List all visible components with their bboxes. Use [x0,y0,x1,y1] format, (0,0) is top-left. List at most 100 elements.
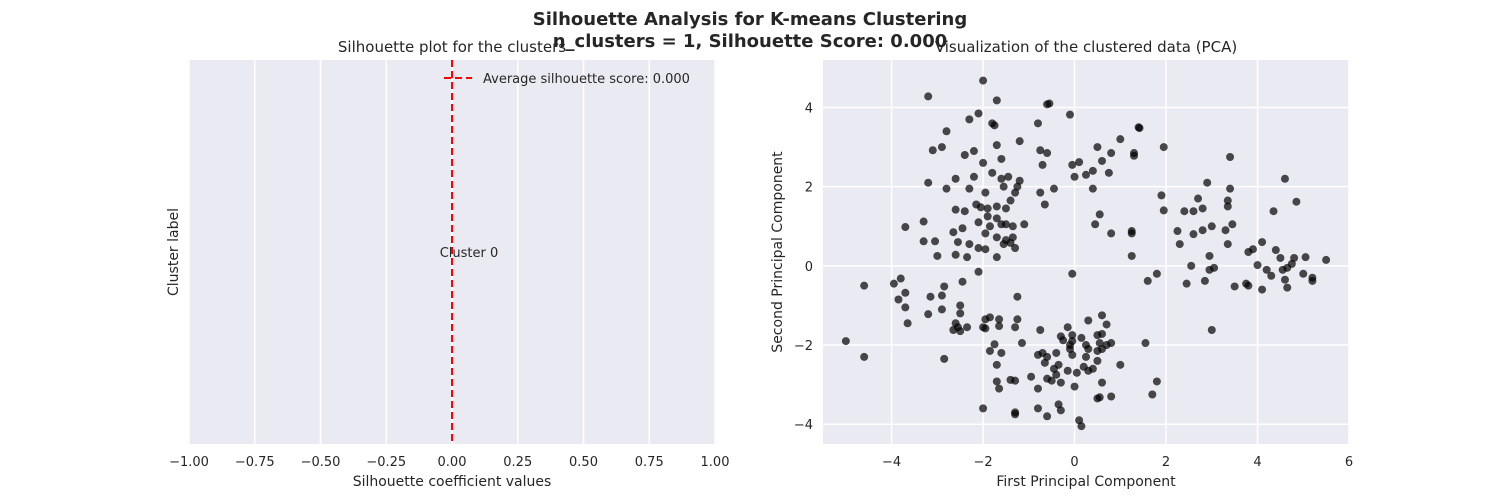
scatter-plot-title: Visualization of the clustered data (PCA… [935,38,1237,56]
scatter-point [1056,378,1065,387]
scatter-point [969,147,978,156]
scatter-point [1228,220,1237,229]
scatter-x-tick-label: 0 [1070,455,1078,470]
scatter-point [1038,160,1047,169]
scatter-point [1054,400,1063,409]
scatter-point [1052,348,1061,357]
scatter-point [924,92,933,101]
scatter-point [1301,253,1310,262]
scatter-point [1011,323,1020,332]
scatter-point [1020,220,1029,229]
scatter-point [953,238,962,247]
silhouette-x-tick-label: 0.75 [635,455,664,470]
scatter-point [1068,269,1077,278]
silhouette-x-tick-label: −0.75 [235,455,275,470]
scatter-point [1072,368,1081,377]
scatter-point [1011,244,1020,253]
scatter-point [1130,151,1139,160]
silhouette-y-axis-label: Cluster label [166,208,182,296]
scatter-point [1084,366,1093,375]
scatter-point [942,127,951,136]
scatter-x-tick-label: 2 [1162,455,1170,470]
scatter-point [1013,292,1022,301]
scatter-y-tick-label: 2 [805,181,813,196]
scatter-point [992,141,1001,150]
scatter-point [1116,135,1125,144]
scatter-point [1287,259,1296,268]
scatter-point [995,315,1004,324]
scatter-point [1102,320,1111,329]
scatter-point [974,109,983,118]
scatter-point [1095,210,1104,219]
scatter-y-tick-label: −4 [794,418,813,433]
scatter-point [1244,248,1253,256]
scatter-point [1244,281,1253,290]
scatter-point [1065,110,1074,119]
scatter-point [1322,255,1331,264]
scatter-point [924,310,933,319]
scatter-point [1116,360,1125,369]
scatter-point [1017,339,1026,348]
scatter-point [956,309,965,318]
scatter-point [933,251,942,260]
legend-average-score-label: Average silhouette score: 0.000 [483,72,690,87]
silhouette-x-tick-label: 1.00 [701,455,730,470]
scatter-point [1008,222,1017,231]
scatter-y-tick-label: 4 [805,102,813,117]
scatter-point [1159,206,1168,215]
scatter-point [1082,352,1090,361]
scatter-point [1068,350,1077,359]
scatter-point [1127,227,1136,236]
scatter-point [958,277,967,286]
scatter-point [1223,240,1232,249]
scatter-point [1027,372,1036,381]
silhouette-x-tick-label: 0.00 [438,455,467,470]
scatter-point [1198,204,1207,213]
scatter-point [1107,392,1116,401]
scatter-point [958,224,967,233]
scatter-point [981,324,990,333]
scatter-point [1253,261,1262,270]
scatter-point [1093,356,1102,365]
scatter-point [1104,168,1113,177]
scatter-point [1006,196,1015,205]
silhouette-x-axis-label: Silhouette coefficient values [353,474,552,490]
scatter-x-tick-label: −4 [882,455,901,470]
scatter-point [1043,149,1052,158]
silhouette-legend: Average silhouette score: 0.000 [444,72,690,87]
scatter-point [901,303,910,312]
scatter-point [1095,393,1104,402]
scatter-point [1292,197,1301,206]
scatter-point [949,228,958,237]
scatter-point [965,115,974,124]
silhouette-x-tick-label: −0.50 [301,455,341,470]
scatter-point [951,174,960,183]
scatter-point [974,267,983,276]
scatter-point [992,360,1001,369]
scatter-point [901,223,910,232]
scatter-point [1098,311,1107,320]
scatter-point [1043,412,1052,421]
scatter-point [1088,166,1097,175]
scatter-point [903,319,912,328]
scatter-x-axis-label: First Principal Component [996,474,1176,490]
scatter-point [999,182,1008,191]
cluster-0-label: Cluster 0 [440,246,499,261]
scatter-x-tick-label: 6 [1345,455,1353,470]
scatter-x-tick-label: 4 [1253,455,1261,470]
scatter-point [1258,238,1267,247]
scatter-point [992,253,1001,262]
scatter-point [1107,229,1116,238]
pca-scatter-plot: −4 −2 0 2 4 6 −4 −2 0 2 4 Visualization of the cl… [770,38,1353,490]
scatter-point [1001,204,1010,213]
scatter-point [860,281,869,290]
scatter-point [1049,184,1058,193]
scatter-point [981,245,990,254]
scatter-point [985,313,994,322]
scatter-point [963,323,972,332]
scatter-point [937,305,946,314]
scatter-point [1308,276,1317,285]
scatter-point [1258,285,1267,294]
scatter-point [1052,370,1061,379]
